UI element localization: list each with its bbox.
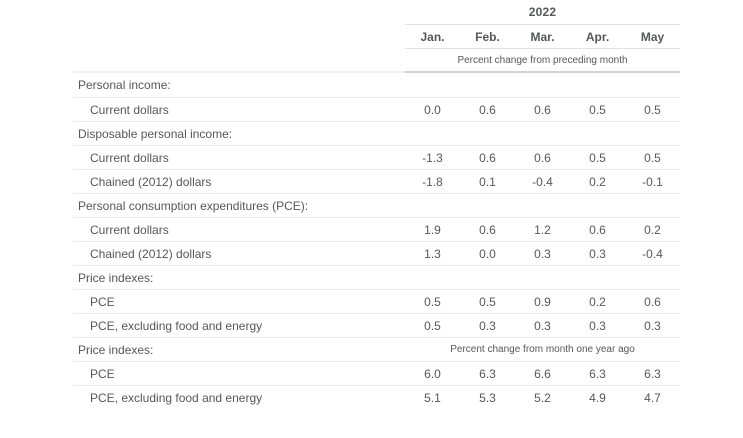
value-cell: 0.6 xyxy=(534,102,551,117)
value-cell: 6.0 xyxy=(424,366,441,381)
section-header-row: Personal consumption expenditures (PCE): xyxy=(73,193,680,217)
value-cell: 0.5 xyxy=(589,102,606,117)
value-cell: 0.3 xyxy=(479,318,496,333)
table-row: Chained (2012) dollars 1.3 0.0 0.3 0.3 -0.4 xyxy=(73,241,680,265)
row-label: PCE xyxy=(90,366,115,381)
value-cell: 0.5 xyxy=(479,294,496,309)
units-subheader-label: Percent change from preceding month xyxy=(457,54,628,66)
month-header-cells: Jan. Feb. Mar. Apr. May xyxy=(405,25,680,49)
table-row: Chained (2012) dollars -1.8 0.1 -0.4 0.2 -0.1 xyxy=(73,169,680,193)
table-row: PCE 6.0 6.3 6.6 6.3 6.3 xyxy=(73,361,680,385)
value-cell: 0.2 xyxy=(589,174,606,189)
column-header-may: May xyxy=(640,29,665,44)
value-cell: 6.3 xyxy=(589,366,606,381)
table-row: Current dollars 1.9 0.6 1.2 0.6 0.2 xyxy=(73,217,680,241)
value-cell: 0.5 xyxy=(424,294,441,309)
section-label: Personal income: xyxy=(78,78,171,92)
row-label: Chained (2012) dollars xyxy=(90,246,212,261)
section-units-note: Percent change from month one year ago xyxy=(450,344,635,355)
value-cell: 4.9 xyxy=(589,390,606,405)
section-header-row: Personal income: xyxy=(73,73,680,97)
value-cell: 0.5 xyxy=(589,150,606,165)
row-label: PCE, excluding food and energy xyxy=(90,318,263,333)
value-cell: 0.6 xyxy=(479,222,496,237)
value-cell: 5.3 xyxy=(479,390,496,405)
value-cell: 0.5 xyxy=(424,318,441,333)
value-cell: 0.5 xyxy=(644,150,661,165)
column-header-mar: Mar. xyxy=(530,29,555,44)
row-label: PCE xyxy=(90,294,115,309)
value-cell: -0.4 xyxy=(642,246,663,261)
value-cell: -0.4 xyxy=(532,174,553,189)
row-label: Current dollars xyxy=(90,150,169,165)
table-row: Current dollars 0.0 0.6 0.6 0.5 0.5 xyxy=(73,97,680,121)
row-label: Current dollars xyxy=(90,222,169,237)
value-cell: -0.1 xyxy=(642,174,663,189)
value-cell: 6.3 xyxy=(479,366,496,381)
table-row: Current dollars -1.3 0.6 0.6 0.5 0.5 xyxy=(73,145,680,169)
value-cell: 0.3 xyxy=(534,318,551,333)
value-cell: 1.9 xyxy=(424,222,441,237)
value-cell: 0.6 xyxy=(479,102,496,117)
year-header-row: 2022 xyxy=(73,0,680,25)
row-label: Current dollars xyxy=(90,102,169,117)
column-header-feb: Feb. xyxy=(475,29,500,44)
section-label: Personal consumption expenditures (PCE): xyxy=(78,198,309,213)
value-cell: 0.2 xyxy=(644,222,661,237)
units-subheader-cell: Percent change from preceding month xyxy=(405,49,680,73)
table-row: PCE 0.5 0.5 0.9 0.2 0.6 xyxy=(73,289,680,313)
section-label: Disposable personal income: xyxy=(78,126,233,141)
economic-data-table: 2022 Jan. Feb. Mar. Apr. May Percent change … xyxy=(73,0,680,409)
value-cell: 0.3 xyxy=(589,318,606,333)
value-cell: -1.3 xyxy=(422,150,443,165)
value-cell: 6.6 xyxy=(534,366,551,381)
subheader-left-line xyxy=(73,71,405,73)
value-cell: 0.6 xyxy=(479,150,496,165)
value-cell: 4.7 xyxy=(644,390,661,405)
value-cell: 1.2 xyxy=(534,222,551,237)
value-cell: 0.9 xyxy=(534,294,551,309)
year-label: 2022 xyxy=(528,5,557,19)
section-header-row: Price indexes: Percent change from month … xyxy=(73,337,680,361)
value-cell: 0.3 xyxy=(534,246,551,261)
value-cell: 5.2 xyxy=(534,390,551,405)
value-cell: 0.1 xyxy=(479,174,496,189)
section-label: Price indexes: xyxy=(78,342,154,357)
column-header-jan: Jan. xyxy=(420,29,445,44)
month-header-row: Jan. Feb. Mar. Apr. May xyxy=(73,25,680,49)
row-label: PCE, excluding food and energy xyxy=(90,390,263,405)
year-header-cell: 2022 xyxy=(405,0,680,25)
section-label: Price indexes: xyxy=(78,270,154,285)
value-cell: 5.1 xyxy=(424,390,441,405)
column-header-apr: Apr. xyxy=(585,29,610,44)
value-cell: 0.0 xyxy=(424,102,441,117)
value-cell: 0.5 xyxy=(644,102,661,117)
value-cell: -1.8 xyxy=(422,174,443,189)
value-cell: 0.2 xyxy=(589,294,606,309)
value-cell: 1.3 xyxy=(424,246,441,261)
units-subheader-row: Percent change from preceding month xyxy=(73,49,680,73)
table-body: Personal income: Current dollars 0.0 0.6 0.6… xyxy=(73,73,680,409)
section-header-row: Price indexes: xyxy=(73,265,680,289)
row-label: Chained (2012) dollars xyxy=(90,174,212,189)
table-row: PCE, excluding food and energy 5.1 5.3 5.2 4… xyxy=(73,385,680,409)
table-row: PCE, excluding food and energy 0.5 0.3 0.3 0… xyxy=(73,313,680,337)
value-cell: 0.6 xyxy=(534,150,551,165)
value-cell: 0.3 xyxy=(644,318,661,333)
value-cell: 0.3 xyxy=(589,246,606,261)
section-header-row: Disposable personal income: xyxy=(73,121,680,145)
value-cell: 0.0 xyxy=(479,246,496,261)
value-cell: 0.6 xyxy=(589,222,606,237)
value-cell: 6.3 xyxy=(644,366,661,381)
value-cell: 0.6 xyxy=(644,294,661,309)
